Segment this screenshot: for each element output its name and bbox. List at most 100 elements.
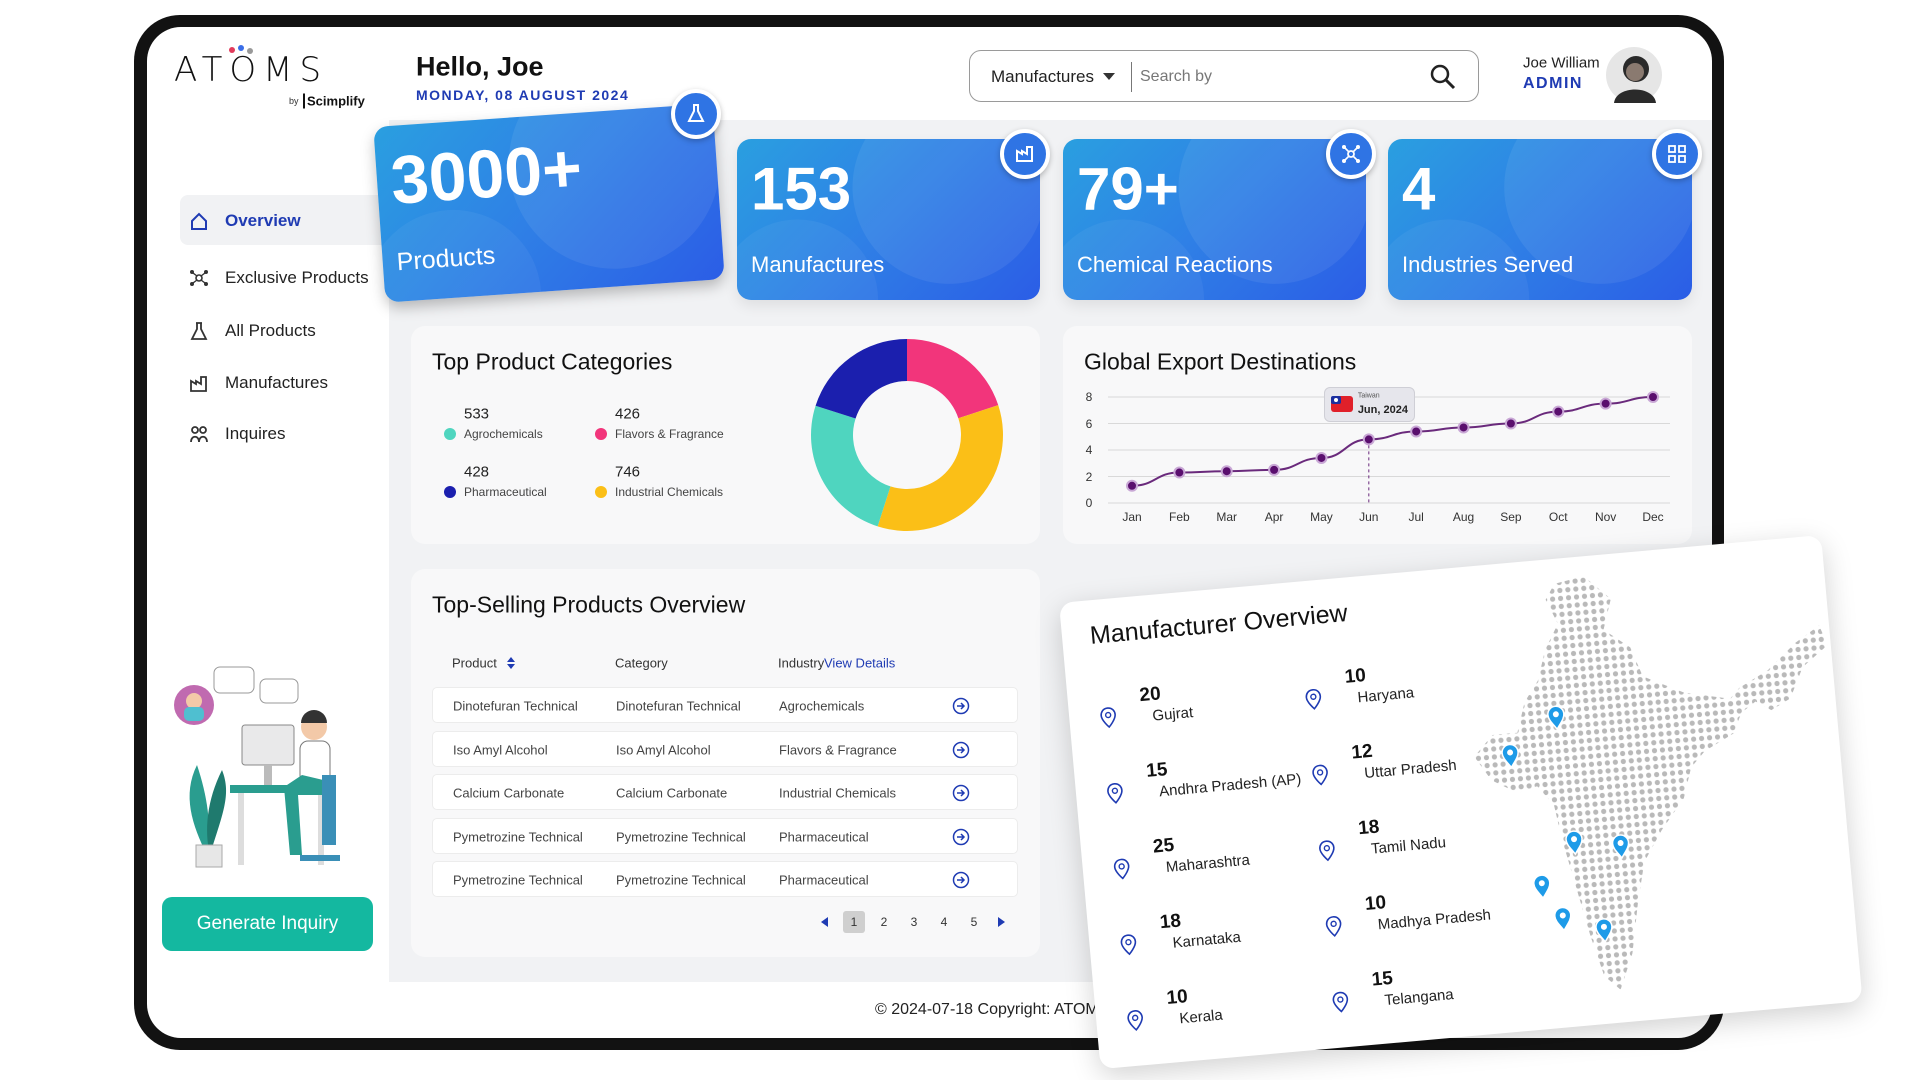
icon-part — [195, 844, 223, 868]
stat-texture — [737, 139, 1040, 300]
table-cell: Pymetrozine Technical — [453, 829, 583, 844]
donut-chart — [444, 339, 1003, 531]
nav-item[interactable]: Exclusive Products — [225, 268, 369, 287]
logo-by: by — [289, 96, 299, 106]
line-point — [1647, 391, 1659, 403]
stat-texture — [1388, 139, 1692, 300]
table-title: Top-Selling Products Overview — [432, 591, 746, 618]
copyright: © 2024-07-18 Copyright: ATOMS — [875, 1001, 1110, 1018]
stat-label: Chemical Reactions — [1077, 251, 1273, 277]
manufacturer-title: Manufacturer Overview — [1088, 598, 1349, 650]
table-cell: Dinotefuran Technical — [453, 698, 578, 714]
table-cell: Calcium Carbonate — [616, 785, 728, 801]
legend-dot — [444, 486, 456, 498]
page-button[interactable]: 3 — [910, 915, 918, 929]
icon-part — [1118, 863, 1125, 870]
nav-item[interactable]: All Products — [225, 321, 316, 340]
icon-part — [1131, 1014, 1139, 1022]
legend-dot — [595, 486, 607, 498]
row-action[interactable] — [952, 871, 970, 889]
icon-part — [852, 139, 1040, 284]
nav-icon — [191, 212, 207, 230]
user-name: Joe William — [1523, 54, 1600, 72]
stat-card: 153 Manufactures — [737, 139, 1040, 300]
icon-part — [1538, 880, 1545, 887]
row-action[interactable] — [952, 828, 970, 846]
icon-part — [1312, 764, 1328, 786]
table-cell: Pharmaceutical — [779, 829, 869, 844]
view-details[interactable]: View Details — [824, 655, 896, 671]
generate-inquiry-button[interactable]: Generate Inquiry — [162, 897, 373, 951]
page-button[interactable]: 2 — [880, 915, 888, 929]
legend-dot — [595, 428, 607, 440]
page-button[interactable]: 4 — [940, 915, 948, 929]
tooltip-text: Jun, 2024 — [1357, 404, 1408, 417]
icon-part — [1325, 916, 1342, 937]
page-next[interactable] — [997, 916, 1007, 928]
page-button[interactable]: 1 — [843, 911, 865, 933]
icon-part — [207, 770, 227, 855]
table-row: Calcium Carbonate Calcium Carbonate Indust… — [432, 774, 1018, 810]
icon-part — [952, 784, 970, 802]
x-tick-label: Jun — [1359, 510, 1379, 524]
icon-part — [1333, 398, 1338, 403]
icon-part — [1323, 844, 1331, 852]
badge-icon — [1342, 145, 1360, 163]
donut-segment — [811, 405, 891, 527]
state-name: Tamil Nadu — [1370, 834, 1447, 858]
x-tick-label: Dec — [1642, 510, 1664, 524]
search-filter[interactable]: Manufactures — [991, 67, 1094, 86]
row-action[interactable] — [952, 741, 970, 759]
icon-part — [1507, 749, 1514, 756]
icon-part — [1330, 920, 1337, 928]
icon-part — [952, 697, 970, 715]
icon-part — [821, 917, 828, 927]
icon-part — [300, 855, 340, 861]
state-count: 15 — [1145, 759, 1169, 782]
india-map — [1474, 576, 1828, 990]
stat-label: Industries Served — [1402, 251, 1574, 277]
x-tick-label: Apr — [1264, 510, 1284, 524]
icon-part — [1668, 155, 1676, 163]
sort-icon — [507, 657, 515, 669]
pin-icon — [1312, 764, 1328, 786]
icon-part — [1337, 996, 1344, 1003]
chart-title: Top Product Categories — [432, 348, 673, 375]
search-divider — [1131, 62, 1132, 92]
table-cell: Calcium Carbonate — [453, 785, 565, 801]
legend-label: Pharmaceutical — [464, 485, 547, 499]
icon-part — [1430, 64, 1450, 84]
tooltip-title: Taiwan — [1357, 392, 1380, 400]
nav-item[interactable]: Manufactures — [225, 373, 328, 392]
icon-part — [241, 724, 295, 766]
flag — [1330, 396, 1353, 413]
search-input[interactable]: Search by — [1140, 68, 1213, 85]
icon-part — [318, 793, 324, 865]
column-header[interactable]: Product — [452, 655, 497, 671]
icon-part — [191, 426, 199, 434]
nav-item[interactable]: Inquires — [225, 424, 286, 443]
nav-item[interactable]: Overview — [225, 211, 301, 230]
table-cell: Iso Amyl Alcohol — [453, 742, 548, 757]
page-prev[interactable] — [819, 916, 829, 928]
stat-card: 4 Industries Served — [1388, 139, 1692, 300]
icon-part — [1100, 707, 1116, 729]
state-count: 10 — [1364, 892, 1388, 915]
user-role: ADMIN — [1523, 75, 1583, 92]
line-point — [1315, 451, 1328, 464]
row-action[interactable] — [952, 784, 970, 802]
icon-part — [230, 785, 330, 793]
search-box[interactable] — [969, 50, 1479, 102]
state-name: Andhra Pradesh (AP) — [1158, 770, 1302, 801]
line-point — [1220, 465, 1233, 478]
legend-value: 426 — [615, 405, 641, 423]
pin-icon — [1319, 840, 1335, 862]
page-button[interactable]: 5 — [970, 915, 978, 929]
line-point — [1504, 417, 1517, 430]
row-action[interactable] — [952, 697, 970, 715]
stat-label: Manufactures — [751, 251, 885, 277]
nav-active — [180, 195, 400, 245]
x-tick-label: Sep — [1500, 510, 1522, 524]
stat-badge — [1000, 129, 1050, 179]
table-card: Top-Selling Products Overview Product Cate… — [411, 569, 1040, 957]
